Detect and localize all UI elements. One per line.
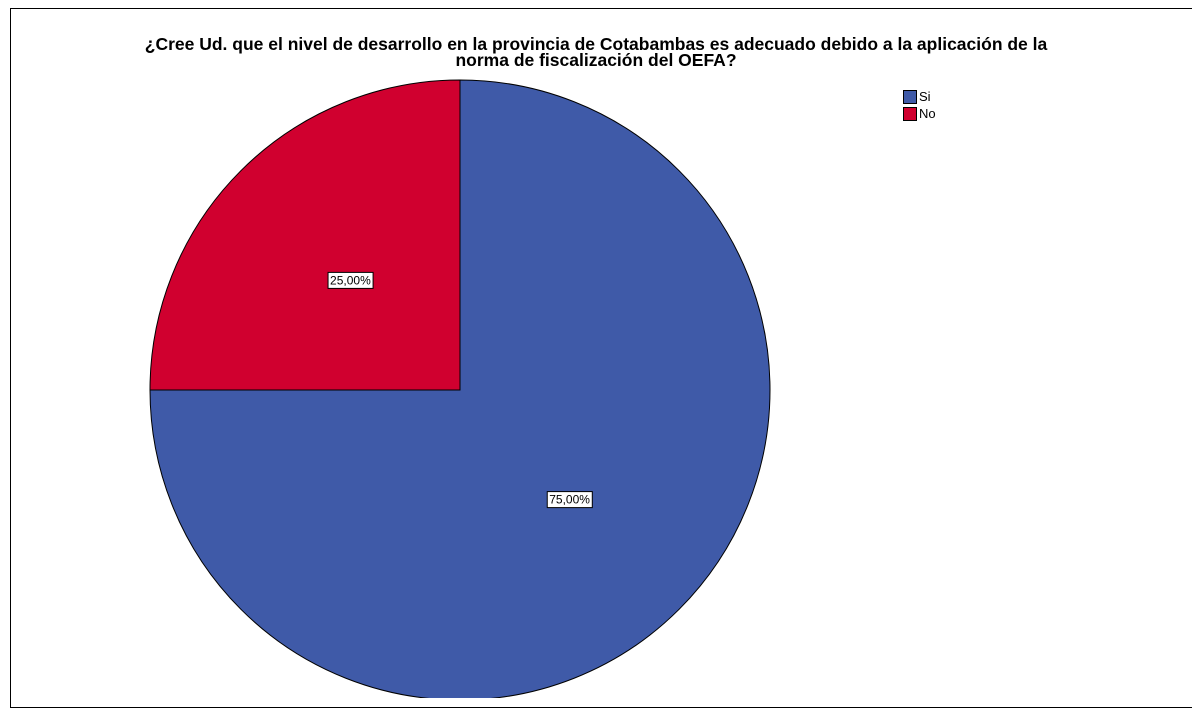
legend: Si No — [903, 88, 936, 122]
data-label-text-si: 75,00% — [549, 493, 590, 507]
pie-slice-no — [149, 79, 461, 391]
pie-slice-si — [149, 79, 771, 698]
legend-swatch-no — [903, 106, 917, 121]
data-label-box-no — [327, 271, 374, 289]
data-label-si: 75,00% — [546, 491, 593, 509]
data-label-box-si — [546, 491, 593, 509]
legend-label-si: Si — [919, 89, 931, 104]
data-label-no: 25,00% — [327, 271, 374, 289]
legend-swatch-si — [903, 89, 917, 104]
legend-label-no: No — [919, 106, 936, 121]
chart-title: ¿Cree Ud. que el nivel de desarrollo en … — [144, 34, 1048, 70]
legend-item-no: No — [903, 105, 936, 122]
data-label-text-no: 25,00% — [330, 273, 371, 287]
legend-item-si: Si — [903, 88, 936, 105]
